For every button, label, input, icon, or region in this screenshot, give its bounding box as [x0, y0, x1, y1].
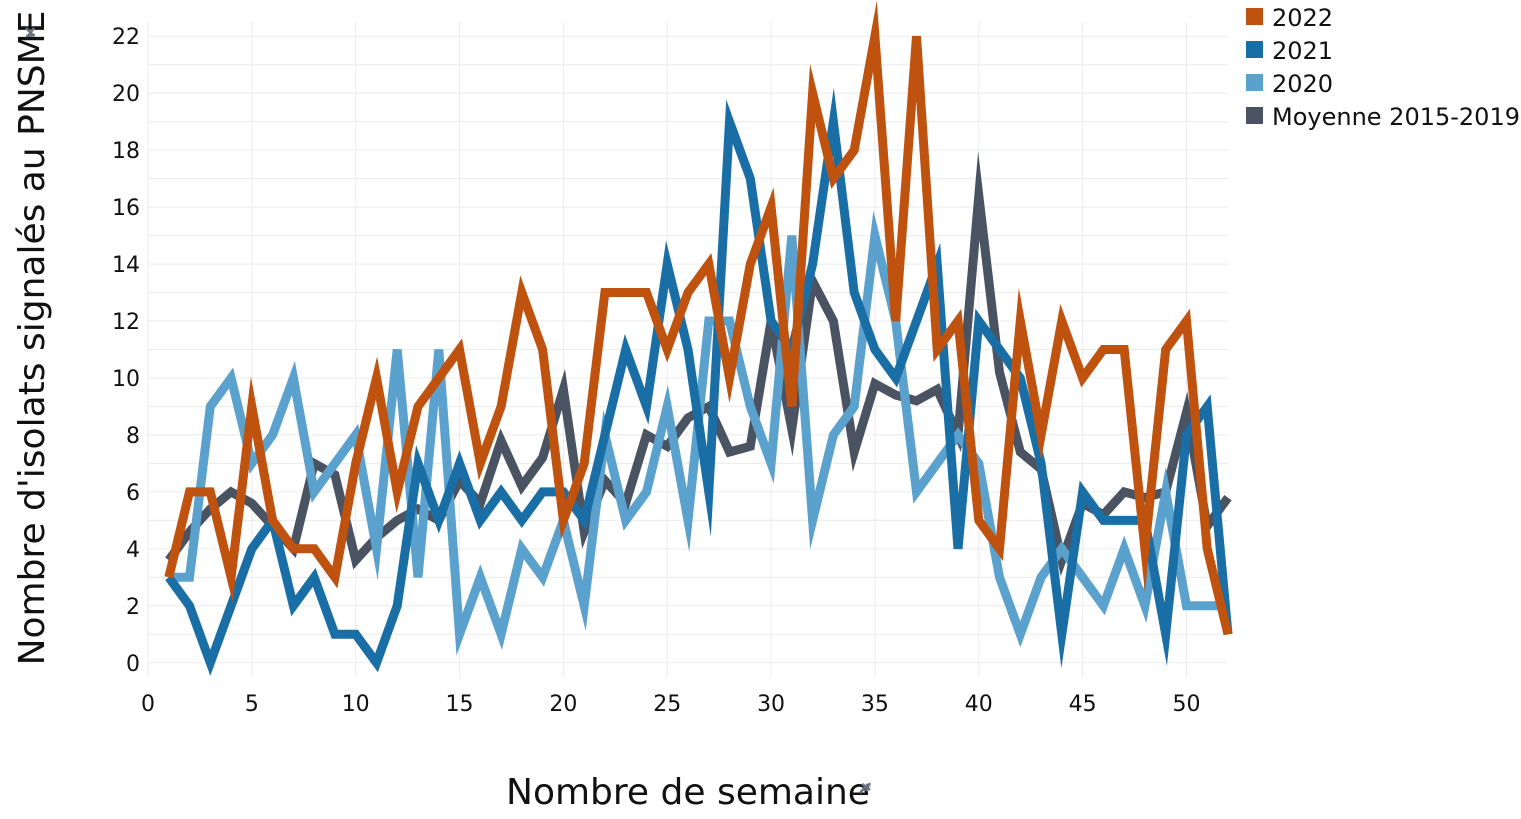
legend: 2022 2021 2020 Moyenne 2015-2019 — [1246, 4, 1520, 131]
y-axis-ticks: 0 2 4 6 8 10 12 14 16 18 20 22 — [112, 25, 140, 677]
x-tick-label: 15 — [446, 692, 474, 717]
x-tick-label: 40 — [965, 692, 993, 717]
legend-label: 2022 — [1272, 4, 1333, 32]
y-tick-label: 16 — [112, 196, 140, 221]
x-tick-label: 50 — [1172, 692, 1200, 717]
x-axis-title: Nombre de semaine — [506, 772, 870, 813]
y-tick-label: 2 — [126, 595, 140, 620]
legend-label: 2021 — [1272, 37, 1333, 65]
y-tick-label: 6 — [126, 481, 140, 506]
y-tick-label: 20 — [112, 82, 140, 107]
y-tick-label: 22 — [112, 25, 140, 50]
x-tick-label: 0 — [141, 692, 155, 717]
x-tick-label: 20 — [549, 692, 577, 717]
legend-swatch — [1246, 74, 1263, 91]
x-tick-label: 10 — [342, 692, 370, 717]
legend-swatch — [1246, 8, 1263, 25]
legend-swatch — [1246, 41, 1263, 58]
series-lines — [164, 0, 1233, 676]
y-tick-label: 18 — [112, 139, 140, 164]
y-tick-label: 4 — [126, 538, 140, 563]
y-tick-label: 10 — [112, 367, 140, 392]
legend-label: Moyenne 2015-2019 — [1272, 103, 1520, 131]
series-line-2021 — [165, 87, 1233, 676]
y-tick-label: 0 — [126, 652, 140, 677]
x-tick-label: 45 — [1069, 692, 1097, 717]
legend-label: 2020 — [1272, 70, 1333, 98]
y-tick-label: 14 — [112, 253, 140, 278]
y-axis-title: Nombre d'isolats signalés au PNSME — [12, 11, 53, 666]
series-line-2022 — [164, 0, 1233, 636]
x-axis-title-pin-icon — [859, 782, 872, 794]
x-tick-label: 35 — [861, 692, 889, 717]
y-tick-label: 8 — [126, 424, 140, 449]
x-axis-ticks: 0 5 10 15 20 25 30 35 40 45 50 — [141, 692, 1200, 717]
x-tick-label: 5 — [245, 692, 259, 717]
y-axis-title-pin-icon — [25, 27, 36, 38]
y-tick-label: 12 — [112, 310, 140, 335]
x-tick-label: 25 — [653, 692, 681, 717]
legend-swatch — [1246, 107, 1263, 124]
x-tick-label: 30 — [757, 692, 785, 717]
